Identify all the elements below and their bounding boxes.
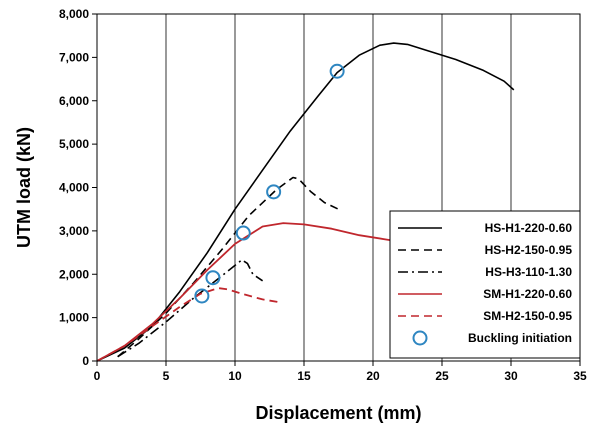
x-tick-label-30: 30: [504, 369, 518, 383]
y-tick-label-5000: 5,000: [59, 137, 89, 151]
legend-box: [389, 210, 581, 359]
y-tick-label-4000: 4,000: [59, 181, 89, 195]
tick-labels: 0 1,000 2,000 3,000 4,000 5,000 6,000 7,000 8,00…: [59, 7, 587, 383]
buckling-point-3: [205, 270, 221, 286]
buckling-point-1: [266, 184, 282, 200]
legend-label-4: SM-H2-150-0.95: [483, 309, 572, 323]
x-axis-title: Displacement (mm): [255, 403, 421, 423]
legend-label-1: HS-H2-150-0.95: [485, 243, 573, 257]
legend: HS-H1-220-0.60 HS-H2-150-0.95 HS-H3-110-1.…: [389, 210, 581, 359]
series-line-2: [117, 259, 264, 358]
y-tick-label-1000: 1,000: [59, 311, 89, 325]
y-tick-label-8000: 8,000: [59, 7, 89, 21]
y-axis-title: UTM load (kN): [14, 127, 34, 248]
x-tick-label-15: 15: [297, 369, 311, 383]
series-line-0: [96, 42, 515, 362]
series-line-1: [117, 176, 339, 358]
x-tick-label-10: 10: [228, 369, 242, 383]
grid: [165, 14, 512, 361]
x-tick-label-0: 0: [94, 369, 101, 383]
x-tick-label-35: 35: [573, 369, 587, 383]
x-tick-label-20: 20: [366, 369, 380, 383]
y-tick-label-2000: 2,000: [59, 267, 89, 281]
buckling-point-2: [235, 225, 251, 241]
legend-label-2: HS-H3-110-1.30: [485, 265, 572, 279]
y-tick-label-7000: 7,000: [59, 50, 89, 64]
series-line-4: [96, 287, 281, 362]
ticks: [92, 13, 581, 366]
legend-label-3: SM-H1-220-0.60: [483, 287, 572, 301]
x-tick-label-25: 25: [435, 369, 449, 383]
x-tick-label-5: 5: [163, 369, 170, 383]
y-tick-label-6000: 6,000: [59, 94, 89, 108]
buckling-markers: [194, 63, 345, 304]
series-group: [96, 42, 515, 362]
y-tick-label-0: 0: [82, 354, 89, 368]
legend-swatch-buckling: [412, 330, 428, 346]
y-tick-label-3000: 3,000: [59, 224, 89, 238]
buckling-point-4: [194, 288, 210, 304]
buckling-point-0: [329, 63, 345, 79]
legend-label-buckling: Buckling initiation: [468, 331, 572, 345]
series-line-3: [96, 222, 415, 362]
legend-label-0: HS-H1-220-0.60: [485, 221, 573, 235]
